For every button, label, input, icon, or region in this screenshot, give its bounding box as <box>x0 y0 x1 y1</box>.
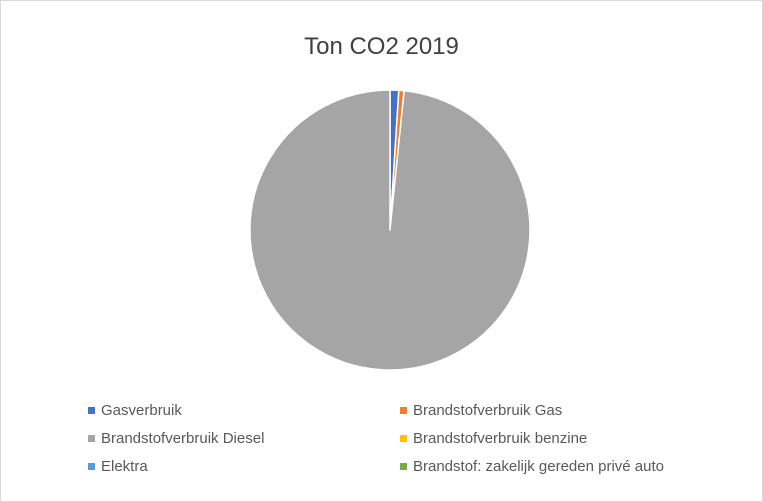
legend-swatch-brandstofverbruik-gas <box>400 406 407 414</box>
pie-slice-brandstofverbruik-diesel <box>249 89 531 371</box>
legend-label-brandstofverbruik-benzine: Brandstofverbruik benzine <box>413 429 588 447</box>
legend-item-brandstofverbruik-diesel: Brandstofverbruik Diesel <box>88 428 264 448</box>
legend-item-brandstofverbruik-gas: Brandstofverbruik Gas <box>400 400 562 420</box>
legend-label-gasverbruik: Gasverbruik <box>101 401 182 419</box>
legend-label-brandstofverbruik-diesel: Brandstofverbruik Diesel <box>101 429 265 447</box>
legend-swatch-brandstof-zakelijk-gereden-prive-auto <box>400 462 407 470</box>
chart-title: Ton CO2 2019 <box>304 33 459 60</box>
legend-item-brandstofverbruik-benzine: Brandstofverbruik benzine <box>400 428 587 448</box>
legend-label-brandstof-zakelijk-gereden-prive-auto: Brandstof: zakelijk gereden privé auto <box>413 457 664 475</box>
legend-swatch-brandstofverbruik-diesel <box>88 434 95 442</box>
legend-swatch-brandstofverbruik-benzine <box>400 434 407 442</box>
legend-item-gasverbruik: Gasverbruik <box>88 400 182 420</box>
legend-item-elektra: Elektra <box>88 456 148 476</box>
legend-label-elektra: Elektra <box>101 457 148 475</box>
pie-slices <box>249 89 531 371</box>
legend-item-brandstof-zakelijk-gereden-prive-auto: Brandstof: zakelijk gereden privé auto <box>400 456 664 476</box>
legend-label-brandstofverbruik-gas: Brandstofverbruik Gas <box>413 401 563 419</box>
legend-swatch-elektra <box>88 462 95 470</box>
legend-swatch-gasverbruik <box>88 406 95 414</box>
